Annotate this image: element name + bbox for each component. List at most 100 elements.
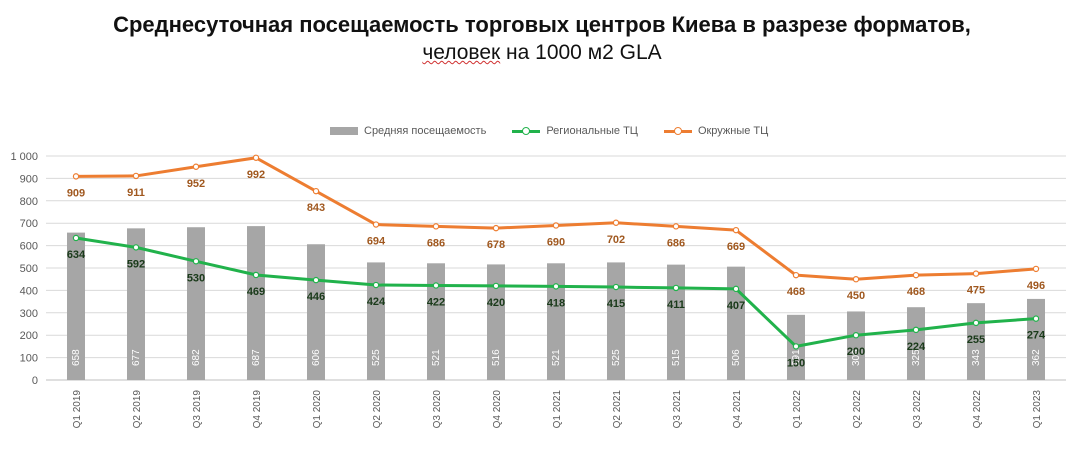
- regional-point: [432, 282, 440, 289]
- district-point: [252, 154, 260, 161]
- y-tick-label: 200: [20, 330, 38, 342]
- bar: [607, 262, 625, 380]
- regional-value-label: 150: [787, 357, 805, 369]
- y-tick-label: 1 000: [10, 151, 38, 163]
- y-tick-label: 100: [20, 353, 38, 365]
- legend-item-district: Окружные ТЦ: [663, 125, 769, 137]
- district-point: [552, 222, 560, 229]
- x-tick-label: Q1 2023: [1032, 390, 1043, 429]
- district-value-label: 496: [1027, 280, 1045, 292]
- y-tick-label: 0: [32, 375, 38, 387]
- district-point: [312, 187, 320, 195]
- district-point: [432, 223, 440, 230]
- bar-value-label: 606: [311, 349, 322, 366]
- data-labels-layer: 658 677 682 687 606 525 521 516 521 525 515 506 291 3…: [67, 169, 1046, 370]
- bar-value-label: 325: [911, 349, 922, 366]
- chart-legend: Средняя посещаемость Региональные ТЦ Окр…: [330, 123, 768, 139]
- district-value-label: 678: [487, 239, 505, 251]
- regional-point: [252, 271, 260, 279]
- district-line: [75, 156, 1037, 281]
- district-value-label: 911: [127, 187, 145, 199]
- bar: [247, 226, 265, 380]
- regional-value-label: 420: [487, 297, 505, 309]
- district-value-label: 909: [67, 187, 85, 199]
- regional-point: [492, 282, 500, 290]
- district-value-label: 992: [247, 169, 265, 181]
- bar: [367, 262, 385, 380]
- district-point: [732, 226, 740, 234]
- bar: [307, 244, 325, 380]
- bar-value-label: 525: [371, 349, 382, 366]
- district-point: [1032, 265, 1040, 273]
- regional-point: [72, 234, 80, 242]
- regional-point: [792, 343, 800, 350]
- bar-value-label: 687: [251, 349, 262, 366]
- regional-value-label: 422: [427, 296, 445, 308]
- legend-swatch-regional: [512, 126, 541, 136]
- district-value-label: 669: [727, 241, 745, 253]
- y-tick-label: 400: [20, 285, 38, 297]
- regional-value-label: 592: [127, 258, 145, 270]
- district-point: [612, 219, 620, 226]
- district-value-label: 686: [667, 237, 685, 249]
- x-tick-label: Q2 2021: [612, 390, 623, 429]
- regional-point: [372, 281, 380, 289]
- bar-value-label: 343: [971, 349, 982, 366]
- regional-value-label: 446: [307, 291, 325, 303]
- regional-value-label: 200: [847, 346, 865, 358]
- bar: [547, 263, 565, 380]
- district-point: [372, 221, 380, 228]
- bar-value-label: 291: [791, 349, 802, 366]
- district-point: [852, 276, 860, 283]
- chart-subtitle: человек на 1000 м2 GLA: [0, 40, 1084, 66]
- bar: [187, 227, 205, 380]
- legend-label-regional: Региональные ТЦ: [546, 125, 638, 137]
- regional-point: [852, 332, 860, 339]
- district-value-label: 468: [907, 286, 925, 298]
- bar-value-label: 362: [1031, 349, 1042, 366]
- x-tick-label: Q4 2020: [492, 390, 503, 429]
- regional-value-label: 411: [667, 299, 685, 311]
- district-value-label: 450: [847, 290, 865, 302]
- regional-point: [612, 283, 620, 291]
- regional-point: [312, 276, 320, 284]
- district-value-label: 686: [427, 237, 445, 249]
- regional-value-label: 255: [967, 334, 985, 346]
- x-tick-label: Q3 2020: [432, 390, 443, 429]
- bar: [487, 264, 505, 380]
- legend-swatch-average: [330, 127, 358, 135]
- bar-value-label: 525: [611, 349, 622, 366]
- legend-label-district: Окружные ТЦ: [697, 125, 769, 137]
- district-point: [672, 223, 680, 230]
- y-tick-label: 600: [20, 241, 38, 253]
- regional-value-label: 415: [607, 298, 625, 310]
- bar-value-label: 306: [851, 349, 862, 366]
- regional-point: [192, 258, 200, 265]
- regional-point: [732, 285, 740, 293]
- district-point: [972, 270, 980, 277]
- x-tick-label: Q1 2020: [312, 390, 323, 429]
- regional-value-label: 418: [547, 297, 565, 309]
- x-tick-label: Q2 2020: [372, 390, 383, 429]
- y-tick-label: 300: [20, 308, 38, 320]
- x-tick-label: Q4 2022: [972, 390, 983, 429]
- x-tick-label: Q3 2019: [192, 390, 203, 429]
- bar: [67, 232, 85, 380]
- subtitle-rest: на 1000 м2 GLA: [500, 41, 662, 64]
- regional-value-label: 274: [1027, 330, 1046, 342]
- bar: [667, 264, 685, 380]
- bar: [127, 228, 145, 380]
- district-point: [792, 271, 800, 279]
- regional-point: [972, 319, 980, 327]
- district-point: [72, 173, 80, 180]
- bar-value-label: 515: [671, 349, 682, 366]
- chart-title: Среднесуточная посещаемость торговых цен…: [113, 12, 971, 37]
- lines-layer: [72, 154, 1040, 350]
- district-value-label: 475: [967, 285, 985, 297]
- regional-value-label: 224: [907, 341, 926, 353]
- legend-label-average: Средняя посещаемость: [364, 125, 487, 137]
- bar-value-label: 521: [431, 349, 442, 366]
- district-value-label: 702: [607, 234, 625, 246]
- district-value-label: 694: [367, 236, 386, 248]
